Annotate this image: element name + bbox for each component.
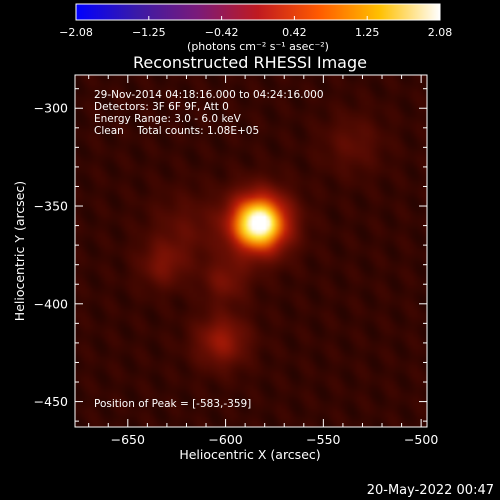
x-tick-label: −650	[111, 432, 145, 447]
heatmap-image	[75, 75, 427, 427]
peak-position-label: Position of Peak = [-583,-359]	[94, 398, 251, 410]
y-tick-label: −350	[34, 199, 68, 214]
annotation-detectors: Detectors: 3F 6F 9F, Att 0	[94, 101, 229, 113]
x-axis-ticks: −650 −600 −550 −500	[88, 75, 438, 447]
heatmap-raster	[75, 75, 427, 427]
footer-timestamp: 20-May-2022 00:47	[367, 483, 494, 498]
colorbar-ticks: −2.08 −1.25 −0.42 0.42 1.25 2.08	[59, 16, 452, 39]
y-axis-ticks: −300 −350 −400 −450	[34, 88, 427, 422]
colorbar-tick-label: −0.42	[205, 26, 239, 39]
annotation-block: 29-Nov-2014 04:18:16.000 to 04:24:16.000…	[94, 89, 324, 137]
x-tick-label: −600	[208, 432, 242, 447]
y-tick-label: −300	[34, 101, 68, 116]
annotation-time-range: 29-Nov-2014 04:18:16.000 to 04:24:16.000	[94, 89, 324, 101]
plot-frame	[74, 74, 428, 428]
x-tick-label: −550	[306, 432, 340, 447]
colorbar-units-label: (photons cm⁻² s⁻¹ asec⁻²)	[187, 40, 329, 53]
x-axis-label: Heliocentric X (arcsec)	[179, 447, 320, 462]
annotation-energy-range: Energy Range: 3.0 - 6.0 keV	[94, 113, 242, 125]
colorbar: −2.08 −1.25 −0.42 0.42 1.25 2.08 (photons cm⁻…	[59, 3, 452, 53]
plot-area: −650 −600 −550 −500 −300 −350 −400 −450 29-Nov…	[34, 74, 438, 447]
x-tick-label: −500	[404, 432, 438, 447]
colorbar-bar	[75, 3, 441, 21]
chart-title: Reconstructed RHESSI Image	[133, 53, 367, 72]
y-tick-label: −400	[34, 296, 68, 311]
annotation-clean-counts: Clean Total counts: 1.08E+05	[94, 125, 259, 137]
colorbar-tick-label: −1.25	[132, 26, 166, 39]
colorbar-tick-label: 1.25	[355, 26, 380, 39]
colorbar-tick-label: 0.42	[282, 26, 307, 39]
colorbar-tick-label: −2.08	[59, 26, 93, 39]
colorbar-tick-label: 2.08	[428, 26, 453, 39]
y-tick-label: −450	[34, 394, 68, 409]
y-axis-label: Heliocentric Y (arcsec)	[12, 181, 27, 321]
